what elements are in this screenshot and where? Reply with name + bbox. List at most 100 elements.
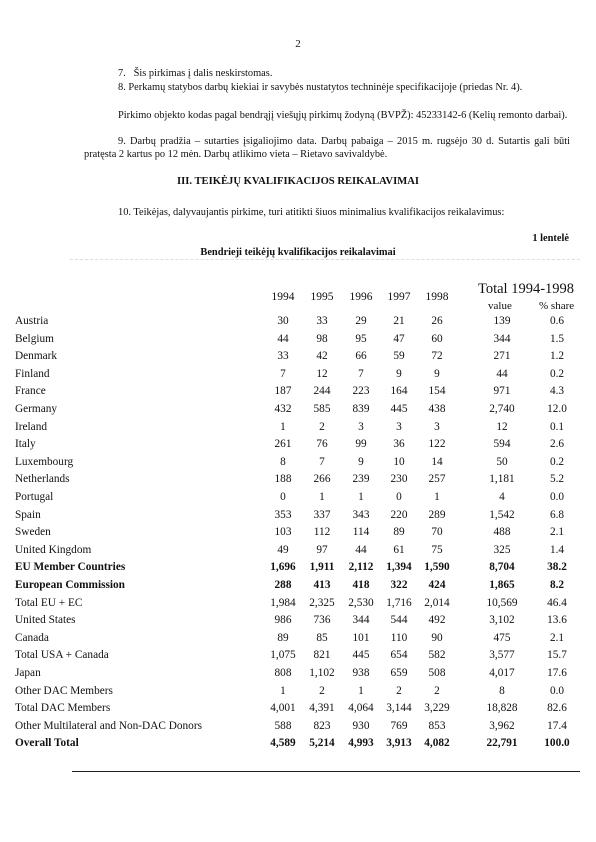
year-value-cell: 10: [393, 455, 405, 468]
year-value-cell: 1: [280, 420, 286, 433]
year-value-cell: 938: [352, 667, 370, 679]
year-value-cell: 103: [274, 526, 292, 539]
year-value-cell: 261: [274, 438, 292, 451]
year-value-cell: 90: [431, 631, 443, 644]
table-row: Japan 808 1,102 938 659 508 4,017 17.6: [0, 667, 596, 685]
paragraph-8: 8. Perkamų statybos darbų kiekiai ir sav…: [118, 82, 523, 93]
table-row: Overall Total 4,589 5,214 4,993 3,913 4,082 22…: [0, 737, 596, 755]
share-cell: 2.1: [549, 631, 565, 644]
paragraph-9: 9. Darbų pradžia – sutarties įsigaliojim…: [84, 136, 570, 160]
total-value-cell: 3,577: [489, 649, 515, 662]
year-value-cell: 257: [428, 473, 446, 486]
table-row: Denmark 33 42 66 59 72 271 1.2: [0, 350, 596, 368]
total-value-cell: 10,569: [486, 596, 518, 609]
year-value-cell: 654: [390, 649, 408, 662]
year-value-cell: 9: [358, 455, 364, 468]
paragraph-10: 10. Teikėjas, dalyvaujantis pirkime, tur…: [118, 207, 505, 218]
year-value-cell: 736: [313, 614, 331, 627]
year-value-cell: 508: [428, 667, 446, 679]
year-value-cell: 44: [277, 332, 289, 345]
year-value-cell: 4,993: [348, 737, 374, 750]
year-value-cell: 9: [434, 367, 440, 380]
year-value-cell: 122: [428, 438, 446, 451]
total-value-cell: 3,102: [489, 614, 515, 627]
year-header: 1995: [310, 291, 334, 303]
total-value-cell: 271: [493, 350, 511, 363]
table-row: EU Member Countries 1,696 1,911 2,112 1,394 1…: [0, 561, 596, 579]
year-value-cell: 3,913: [386, 737, 412, 750]
year-value-cell: 445: [390, 403, 408, 415]
share-cell: 12.0: [547, 403, 567, 415]
year-value-cell: 432: [274, 403, 292, 415]
year-value-cell: 98: [316, 332, 328, 345]
table-row: Ireland 1 2 3 3 3 12 0.1: [0, 421, 596, 439]
year-value-cell: 418: [352, 579, 370, 591]
total-value-cell: 344: [493, 332, 511, 345]
year-value-cell: 0: [396, 491, 402, 503]
year-value-cell: 821: [313, 649, 331, 662]
year-value-cell: 21: [393, 315, 405, 327]
share-cell: 2.6: [549, 438, 565, 451]
share-cell: 0.2: [549, 367, 565, 380]
share-cell: 100.0: [544, 737, 570, 750]
table-row: Germany 432 585 839 445 438 2,740 12.0: [0, 403, 596, 421]
row-label: Other DAC Members: [15, 684, 113, 697]
year-value-cell: 322: [390, 579, 408, 591]
year-value-cell: 188: [274, 473, 292, 486]
year-value-cell: 2,530: [348, 596, 374, 609]
year-value-cell: 5,214: [309, 737, 335, 750]
total-value-cell: 2,740: [489, 403, 515, 415]
total-value-cell: 488: [493, 526, 511, 539]
row-label: Portugal: [15, 491, 54, 503]
paragraph-7: 7. Šis pirkimas į dalis neskirstomas.: [84, 67, 570, 80]
row-label: EU Member Countries: [15, 561, 126, 574]
year-value-cell: 769: [390, 719, 408, 732]
table-row: Other Multilateral and Non-DAC Donors 588…: [0, 720, 596, 738]
year-value-cell: 3: [358, 420, 364, 433]
total-value-cell: 4,017: [489, 667, 515, 679]
year-value-cell: 3,229: [424, 702, 450, 715]
year-value-cell: 288: [274, 579, 292, 591]
table-row: Finland 7 12 7 9 9 44 0.2: [0, 368, 596, 386]
year-value-cell: 445: [352, 649, 370, 662]
total-value-cell: 139: [493, 315, 511, 327]
year-value-cell: 114: [352, 526, 370, 539]
table-row: Portugal 0 1 1 0 1 4 0.0: [0, 491, 596, 509]
year-value-cell: 97: [316, 543, 328, 556]
share-cell: 0.0: [549, 491, 565, 503]
year-value-cell: 4,589: [270, 737, 296, 750]
year-value-cell: 76: [316, 438, 328, 451]
row-label: Total USA + Canada: [15, 649, 109, 662]
year-value-cell: 26: [431, 315, 443, 327]
paragraph-cpv-code: Pirkimo objekto kodas pagal bendrąjį vie…: [118, 110, 568, 121]
table-row: Netherlands 188 266 239 230 257 1,181 5.2: [0, 473, 596, 491]
table-row: Total DAC Members 4,001 4,391 4,064 3,144 3,2…: [0, 702, 596, 720]
table-row: Luxembourg 8 7 9 10 14 50 0.2: [0, 456, 596, 474]
year-value-cell: 808: [274, 667, 292, 679]
table-row: United Kingdom 49 97 44 61 75 325 1.4: [0, 544, 596, 562]
row-label: Spain: [15, 508, 41, 521]
total-value-cell: 594: [493, 438, 511, 451]
year-value-cell: 85: [316, 631, 328, 644]
year-value-cell: 14: [431, 455, 443, 468]
row-label: Luxembourg: [15, 455, 74, 468]
year-value-cell: 2: [319, 684, 325, 697]
year-value-cell: 223: [352, 385, 370, 398]
year-value-cell: 89: [277, 631, 289, 644]
year-value-cell: 7: [358, 367, 364, 380]
year-value-cell: 7: [319, 455, 325, 468]
year-value-cell: 343: [352, 508, 370, 521]
year-value-cell: 413: [313, 579, 331, 591]
table-number: 1 lentelė: [532, 233, 569, 244]
total-value-cell: 4: [499, 491, 505, 503]
year-value-cell: 1,075: [270, 649, 296, 662]
share-cell: 5.2: [549, 473, 565, 486]
year-value-cell: 44: [355, 543, 367, 556]
total-value-cell: 8: [499, 684, 505, 697]
table-row: Total USA + Canada 1,075 821 445 654 582 3,577…: [0, 649, 596, 667]
table-row: Total EU + EC 1,984 2,325 2,530 1,716 2,014 10…: [0, 597, 596, 615]
year-value-cell: 164: [390, 385, 408, 398]
row-label: Canada: [15, 631, 49, 644]
year-value-cell: 4,082: [424, 737, 450, 750]
total-value-cell: 12: [496, 420, 508, 433]
